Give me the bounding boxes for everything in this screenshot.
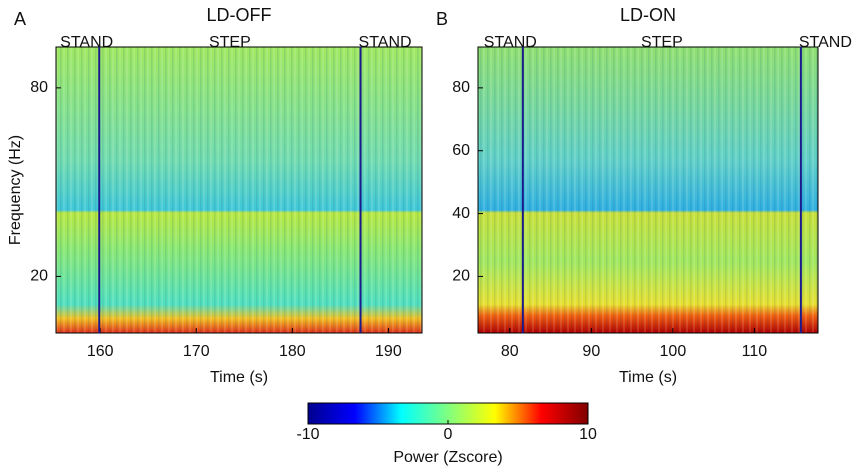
x-axis-label: Time (s): [619, 369, 677, 386]
phase-label: STAND: [60, 34, 113, 51]
x-tick-label: 100: [660, 343, 687, 360]
spectrogram-texture: [478, 47, 818, 333]
x-tick-label: 90: [582, 343, 600, 360]
x-tick-label: 110: [742, 343, 768, 360]
x-tick-label: 190: [375, 343, 402, 360]
plot-frame: [477, 46, 819, 334]
panel-label: B: [436, 9, 448, 29]
y-tick-label: 80: [30, 79, 48, 96]
x-tick-label: 180: [279, 343, 306, 360]
panel-title: LD-ON: [620, 5, 676, 25]
colorbar-label: Power (Zscore): [393, 449, 502, 466]
phase-label: STEP: [641, 34, 683, 51]
x-tick-label: 80: [501, 343, 519, 360]
colorbar-tick-label: 0: [444, 426, 453, 443]
x-tick-label: 170: [183, 343, 210, 360]
x-tick-label: 160: [87, 343, 114, 360]
colorbar-tick-label: -10: [296, 426, 319, 443]
spectrogram-texture: [56, 47, 422, 333]
phase-label: STAND: [359, 34, 412, 51]
y-tick-label: 80: [452, 79, 470, 96]
y-tick-label: 20: [30, 268, 48, 285]
panel-title: LD-OFF: [207, 5, 272, 25]
x-axis-label: Time (s): [210, 369, 268, 386]
phase-label: STEP: [209, 34, 251, 51]
y-tick-label: 40: [452, 205, 470, 222]
phase-label: STAND: [484, 34, 537, 51]
phase-label: STAND: [799, 34, 852, 51]
y-tick-label: 60: [452, 142, 470, 159]
colorbar-tick-label: 10: [579, 426, 597, 443]
plot-frame: [55, 46, 423, 334]
y-axis-label: Frequency (Hz): [7, 135, 24, 245]
panel-label: A: [14, 9, 26, 29]
y-tick-label: 20: [452, 268, 470, 285]
